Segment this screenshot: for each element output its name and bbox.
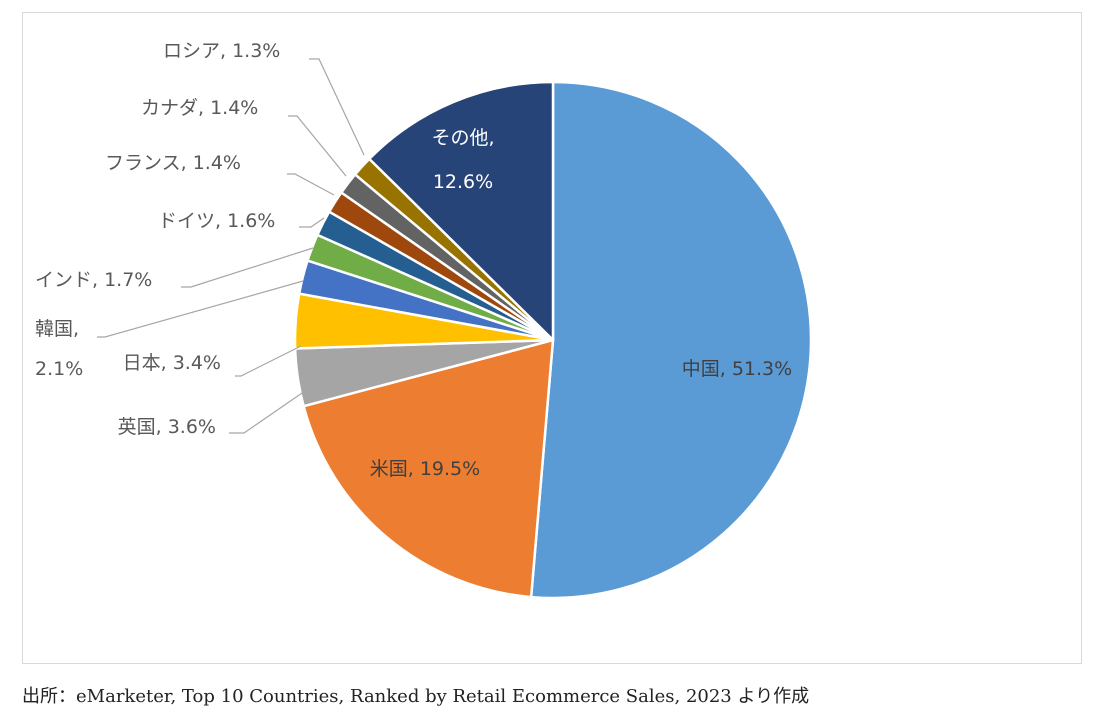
pie-slices: [293, 80, 813, 600]
pie-labels: 中国, 51.3% 米国, 19.5% 英国, 3.6% 日本, 3.4% 韓国, 2.1…: [35, 40, 792, 480]
pie-slice-1: [302, 338, 555, 599]
leader-line-3: [235, 345, 302, 377]
pie-slice-0: [529, 80, 813, 600]
data-label-0: 中国, 51.3%: [682, 358, 792, 380]
leader-line-2: [229, 390, 306, 434]
leader-line-7: [287, 173, 335, 196]
chart-frame: 中国, 51.3% 米国, 19.5% 英国, 3.6% 日本, 3.4% 韓国, 2.1…: [22, 12, 1082, 664]
data-label-6: ドイツ, 1.6%: [158, 210, 275, 232]
source-note: 出所：eMarketer, Top 10 Countries, Ranked b…: [22, 686, 810, 707]
data-label-1: 米国, 19.5%: [370, 458, 480, 480]
data-label-8: カナダ, 1.4%: [141, 97, 258, 119]
data-label-5: インド, 1.7%: [35, 269, 152, 291]
pie-slice-10: [368, 80, 555, 342]
data-label-2: 英国, 3.6%: [118, 416, 216, 438]
leader-line-5: [181, 247, 314, 288]
leader-line-9: [309, 58, 365, 156]
leader-line-8: [288, 115, 347, 177]
data-label-10-line-1: 12.6%: [433, 171, 493, 193]
data-label-4-line-1: 2.1%: [35, 358, 83, 380]
data-label-4-line-0: 韓国,: [35, 318, 79, 340]
data-label-3: 日本, 3.4%: [123, 352, 221, 374]
leader-line-4: [97, 280, 304, 338]
pie-chart: 中国, 51.3% 米国, 19.5% 英国, 3.6% 日本, 3.4% 韓国, 2.1…: [35, 40, 813, 600]
data-label-10-line-0: その他,: [431, 127, 494, 149]
data-label-9: ロシア, 1.3%: [163, 40, 280, 62]
leader-line-6: [299, 217, 325, 228]
data-label-7: フランス, 1.4%: [105, 152, 241, 174]
